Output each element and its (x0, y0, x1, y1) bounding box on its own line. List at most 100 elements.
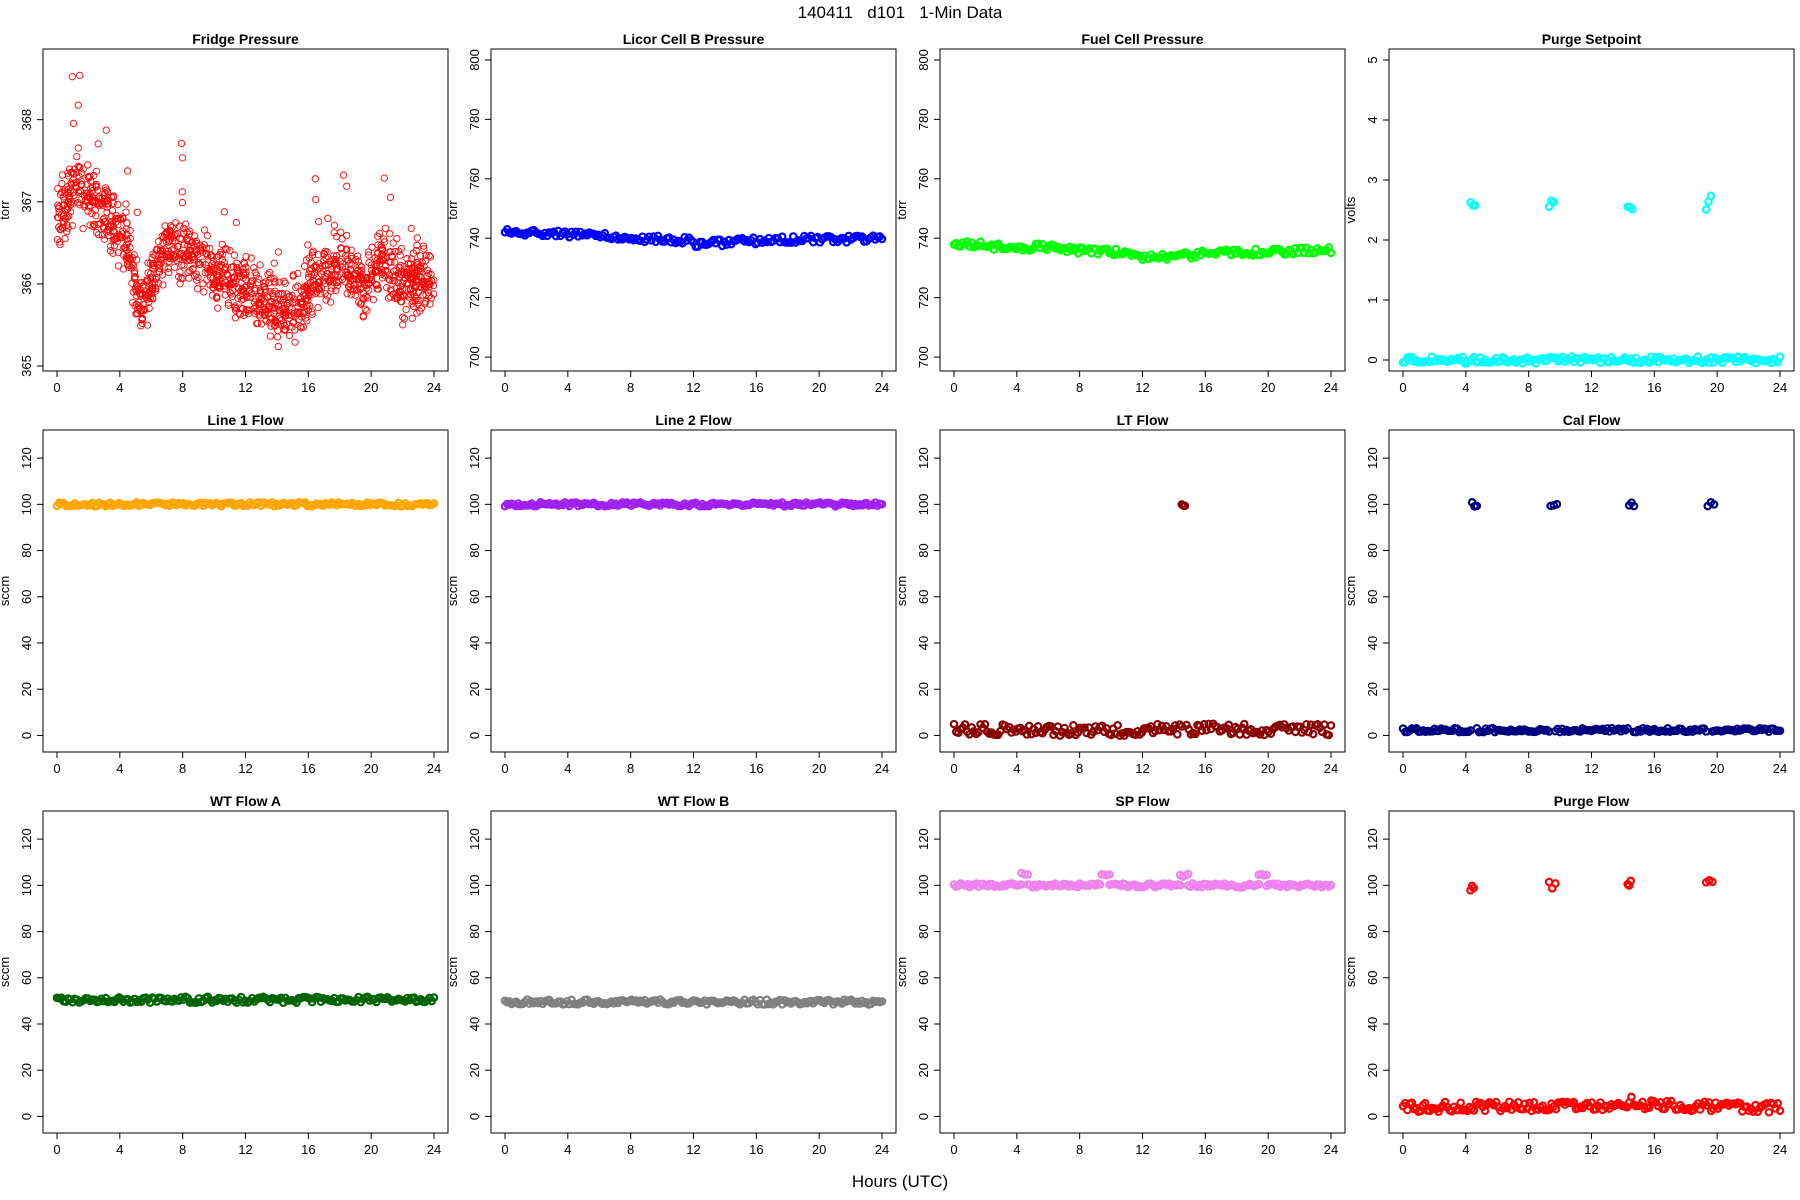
data-point (254, 279, 262, 287)
panel-title: WT Flow A (210, 793, 281, 809)
data-point (274, 326, 282, 335)
y-tick-label: 80 (916, 543, 931, 557)
data-point (250, 298, 259, 306)
data-point (1177, 722, 1187, 731)
data-point (206, 244, 214, 253)
data-point (351, 291, 359, 299)
x-tick-label: 16 (1647, 761, 1661, 776)
x-tick-label: 4 (564, 1142, 571, 1157)
data-point (326, 276, 334, 284)
data-point (146, 259, 154, 268)
data-point (175, 273, 183, 281)
data-point (949, 719, 959, 729)
data-point (221, 285, 229, 293)
data-point (305, 302, 314, 310)
y-tick-label: 100 (467, 874, 482, 896)
data-point (426, 253, 434, 261)
y-tick-label: 0 (916, 732, 931, 739)
data-point (134, 302, 143, 310)
data-point (159, 281, 167, 289)
y-tick-label: 20 (19, 1063, 34, 1077)
data-point (171, 230, 180, 238)
data-point (155, 268, 164, 276)
data-point (305, 270, 313, 278)
y-tick-label: 80 (1365, 543, 1380, 557)
data-point (381, 224, 390, 232)
y-axis: 0 20 40 60 80 100 120 (1365, 447, 1390, 739)
data-point (122, 244, 130, 252)
data-point (289, 271, 297, 279)
data-point (108, 207, 117, 215)
data-point (274, 302, 283, 310)
data-point (371, 260, 379, 269)
data-point (413, 259, 422, 267)
x-tick-label: 4 (116, 380, 123, 395)
data-point (166, 222, 175, 230)
x-axis: 0 4 8 12 16 20 24 (1399, 370, 1787, 395)
data-point (247, 277, 255, 285)
data-point (193, 248, 201, 256)
x-tick-label: 16 (1647, 380, 1661, 395)
data-point (404, 293, 413, 301)
x-tick-label: 16 (749, 761, 763, 776)
data-point (334, 273, 342, 281)
data-point (189, 265, 197, 274)
data-point (291, 312, 299, 320)
data-point (69, 119, 78, 128)
y-tick-label: 80 (916, 924, 931, 938)
data-point (278, 316, 286, 324)
data-point (327, 298, 335, 306)
y-axis-label: sccm (894, 576, 909, 606)
y-tick-label: 120 (916, 828, 931, 850)
data-point (67, 181, 76, 189)
data-point (162, 229, 170, 237)
data-point (139, 307, 147, 315)
data-point (1709, 500, 1719, 509)
y-axis-label: torr (894, 200, 909, 220)
data-point (1701, 205, 1711, 214)
data-point (74, 101, 82, 109)
x-tick-label: 4 (564, 380, 571, 395)
x-tick-label: 0 (53, 1142, 60, 1157)
data-point (214, 252, 223, 260)
data-point (68, 73, 76, 81)
panel: Purge Flow sccm 0 4 8 12 16 20 24 0 20 40 60 80 100 120 (1343, 793, 1795, 1157)
data-point (175, 254, 183, 263)
data-point (363, 274, 371, 282)
data-point (275, 306, 283, 314)
y-tick-label: 40 (467, 636, 482, 650)
x-tick-label: 8 (179, 1142, 186, 1157)
y-tick-label: 120 (1365, 447, 1380, 469)
data-point (291, 338, 299, 346)
data-point (223, 270, 232, 279)
data-point (304, 306, 313, 315)
y-tick-label: 0 (1365, 356, 1380, 363)
y-tick-label: 40 (916, 1017, 931, 1031)
data-point (1022, 730, 1032, 739)
data-point (343, 255, 352, 263)
panel-title: Purge Flow (1554, 793, 1630, 809)
panel-title: LT Flow (1117, 412, 1169, 428)
data-point (140, 305, 149, 313)
panel-title: Purge Setpoint (1542, 31, 1642, 47)
data-point (255, 299, 263, 307)
data-point (1105, 870, 1114, 879)
y-tick-label: 20 (467, 1063, 482, 1077)
y-tick-label: 20 (19, 682, 34, 696)
figure-xlabel: Hours (UTC) (852, 1172, 948, 1191)
data-point (232, 218, 240, 227)
data-point (251, 295, 259, 303)
data-point (80, 203, 88, 211)
y-axis: 0 20 40 60 80 100 120 (916, 828, 941, 1120)
data-point (364, 248, 373, 256)
data-point (242, 306, 250, 314)
data-point (373, 281, 381, 289)
data-point (240, 259, 249, 268)
data-point (363, 307, 371, 315)
data-point (357, 273, 365, 282)
x-axis: 0 4 8 12 16 20 24 (53, 370, 441, 395)
data-point (172, 219, 180, 227)
data-point (161, 231, 169, 239)
